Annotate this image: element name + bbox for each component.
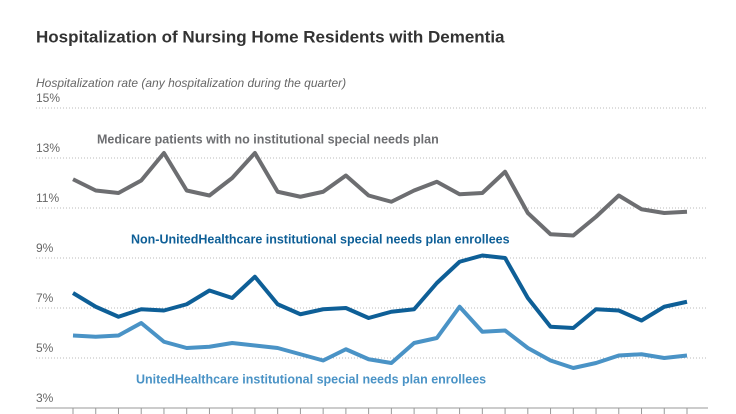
series-label: UnitedHealthcare institutional special n… — [136, 372, 486, 386]
y-tick-label: 15% — [36, 91, 60, 105]
series-line — [72, 151, 688, 238]
y-tick-label: 9% — [36, 241, 54, 255]
series-label: Medicare patients with no institutional … — [97, 132, 439, 146]
y-axis-label: Hospitalization rate (any hospitalizatio… — [36, 76, 346, 90]
y-tick-label: 11% — [36, 191, 59, 205]
series-line — [71, 253, 688, 330]
y-tick-label: 13% — [36, 141, 60, 155]
y-tick-label: 7% — [36, 291, 54, 305]
chart-title: Hospitalization of Nursing Home Resident… — [36, 27, 505, 46]
series-label: Non-UnitedHealthcare institutional speci… — [131, 232, 510, 246]
y-tick-label: 5% — [36, 341, 54, 355]
series-line — [72, 304, 688, 370]
y-tick-label: 3% — [36, 391, 54, 405]
